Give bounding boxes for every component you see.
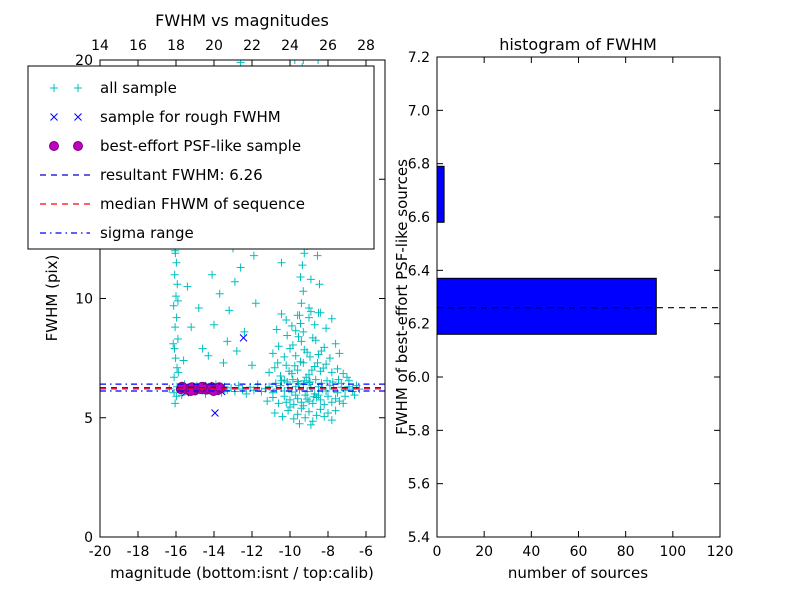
data-point-circle xyxy=(197,381,208,392)
histogram-bar xyxy=(437,277,657,335)
tick-label: 18 xyxy=(167,38,185,54)
tick-label: 5 xyxy=(84,411,93,427)
scatter-title: FWHM vs magnitudes xyxy=(155,11,329,30)
tick-label: -14 xyxy=(203,544,226,560)
legend-box xyxy=(27,65,375,250)
tick-label: 16 xyxy=(129,38,147,54)
tick-label: 28 xyxy=(357,38,375,54)
legend-item: all sample xyxy=(50,79,177,97)
histogram-ylabel: FWHM of best-effort PSF-like sources xyxy=(393,159,411,435)
tick-label: 20 xyxy=(205,38,223,54)
tick-label: 7.2 xyxy=(408,50,430,66)
tick-label: 20 xyxy=(475,544,493,560)
legend-item: sample for rough FWHM xyxy=(50,108,281,126)
scatter-content: -20 -18 -16 -14 -12 -10 -8 -6 14 16 18 20 22 24 26 28 0 5… xyxy=(75,38,385,560)
scatter-ylabel: FWHM (pix) xyxy=(43,255,61,342)
series-x-points xyxy=(178,334,248,417)
histogram-plot: histogram of FWHM 0 20 40 60 80 100 120 5.4 5.6 5… xyxy=(393,35,733,582)
tick-label: -18 xyxy=(127,544,150,560)
tick-label: 6.2 xyxy=(408,317,430,333)
tick-label: 0 xyxy=(84,530,93,546)
tick-label: 5.6 xyxy=(408,477,430,493)
scatter-xlabel: magnitude (bottom:isnt / top:calib) xyxy=(110,564,374,582)
histogram-data xyxy=(437,165,720,335)
tick-label: 100 xyxy=(659,544,686,560)
histogram-axes-frame xyxy=(436,56,721,538)
legend-item: resultant FWHM: 6.26 xyxy=(40,166,263,184)
tick-label: -16 xyxy=(165,544,188,560)
scatter-axes-frame xyxy=(99,59,386,538)
tick-label: 6.0 xyxy=(408,370,430,386)
legend-marker-x-icon xyxy=(50,113,58,121)
legend-item-label: median FHWM of sequence xyxy=(100,195,305,213)
legend-item-label: best-effort PSF-like sample xyxy=(100,137,301,155)
legend-marker-plus-icon xyxy=(74,84,82,92)
legend-marker-circle-icon xyxy=(73,141,83,151)
tick-label: 120 xyxy=(707,544,734,560)
legend-item: median FHWM of sequence xyxy=(40,195,305,213)
legend-item-label: resultant FWHM: 6.26 xyxy=(100,166,263,184)
tick-label: -6 xyxy=(359,544,373,560)
legend-marker-x-icon xyxy=(74,113,82,121)
scatter-plot: FWHM vs magnitudes -20 -18 -16 -14 -12 -10 -8-… xyxy=(43,11,386,582)
histogram-content: 0 20 40 60 80 100 120 5.4 5.6 5.8 6.0 6.2 6.4 6.6 6.8 7… xyxy=(408,50,734,560)
tick-label: 10 xyxy=(75,292,93,308)
legend-item-label: sigma range xyxy=(100,224,194,242)
tick-label: 40 xyxy=(522,544,540,560)
tick-label: 22 xyxy=(243,38,261,54)
tick-label: 6.4 xyxy=(408,263,430,279)
legend-item-label: all sample xyxy=(100,79,177,97)
tick-label: 5.4 xyxy=(408,530,430,546)
tick-label: 6.6 xyxy=(408,210,430,226)
legend-marker-plus-icon xyxy=(50,84,58,92)
scatter-data xyxy=(100,60,385,429)
tick-label: 24 xyxy=(281,38,299,54)
tick-label: -8 xyxy=(321,544,335,560)
tick-label: 26 xyxy=(319,38,337,54)
legend-marker-circle-icon xyxy=(49,141,59,151)
legend-item: sigma range xyxy=(40,224,194,242)
tick-label: 5.8 xyxy=(408,423,430,439)
legend-item-label: sample for rough FWHM xyxy=(100,108,281,126)
tick-label: 0 xyxy=(433,544,442,560)
tick-label: 7.0 xyxy=(408,103,430,119)
histogram-title: histogram of FWHM xyxy=(499,35,657,54)
tick-label: -12 xyxy=(241,544,264,560)
tick-label: -10 xyxy=(279,544,302,560)
tick-label: -20 xyxy=(89,544,112,560)
tick-label: 60 xyxy=(570,544,588,560)
tick-label: 14 xyxy=(91,38,109,54)
tick-label: 80 xyxy=(617,544,635,560)
legend-item: best-effort PSF-like sample xyxy=(49,137,301,155)
tick-label: 6.8 xyxy=(408,157,430,173)
tick-label: 20 xyxy=(75,53,93,69)
histogram-bar xyxy=(437,165,445,223)
histogram-xlabel: number of sources xyxy=(508,564,648,582)
legend: all sample sample for rough FWHM best-effo… xyxy=(27,65,375,250)
